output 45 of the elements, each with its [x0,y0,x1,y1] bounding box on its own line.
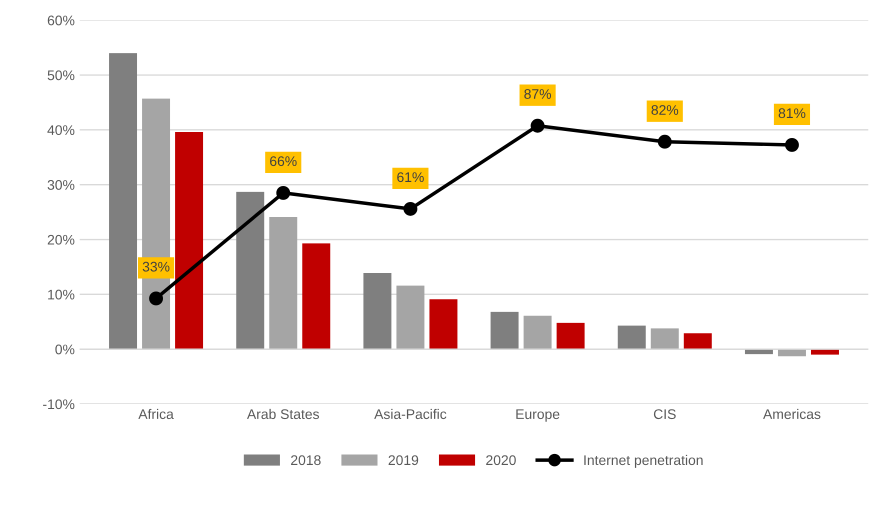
bar [363,272,392,350]
data-label: 87% [524,89,552,99]
legend-label: 2020 [486,455,516,466]
x-tick-label: Asia-Pacific [374,408,446,420]
bar [490,312,519,350]
y-tick-label: 0% [55,344,74,354]
point [785,138,799,152]
x-tick-label: Africa [138,408,174,420]
bar [269,217,298,350]
bar [556,322,585,350]
data-label: 81% [778,108,806,118]
data-label: 33% [142,262,170,272]
bar [650,328,679,350]
y-tick-label: 20% [48,234,74,245]
legend-label: 2019 [388,455,418,466]
point [276,186,290,200]
bar [109,53,138,350]
bar [778,349,806,356]
bar [684,333,712,350]
y-tick-label: 60% [48,16,74,26]
y-tick-label: 30% [48,180,74,190]
bar [429,299,458,350]
bar [618,326,646,350]
point [658,134,672,149]
x-tick-label: Arab States [246,408,320,420]
data-label: 82% [651,105,678,115]
point [530,118,545,133]
x-tick-label: Americas [763,408,820,420]
bar [524,316,552,350]
bar [302,243,330,350]
legend-label: 2018 [291,455,321,466]
legend-label: Internet penetration [584,454,703,468]
y-tick-label: 10% [48,290,74,300]
bar [175,132,204,350]
x-tick-label: Europe [516,409,560,422]
point [149,292,163,306]
data-label: 61% [397,172,424,182]
point [403,202,418,216]
y-tick-label: 50% [48,70,74,80]
x-tick-label: CIS [654,409,676,420]
bar [396,286,424,350]
bar [236,192,264,350]
data-label: 66% [270,156,297,166]
y-tick-label: 40% [47,125,74,136]
y-tick-label: -10% [43,399,74,410]
